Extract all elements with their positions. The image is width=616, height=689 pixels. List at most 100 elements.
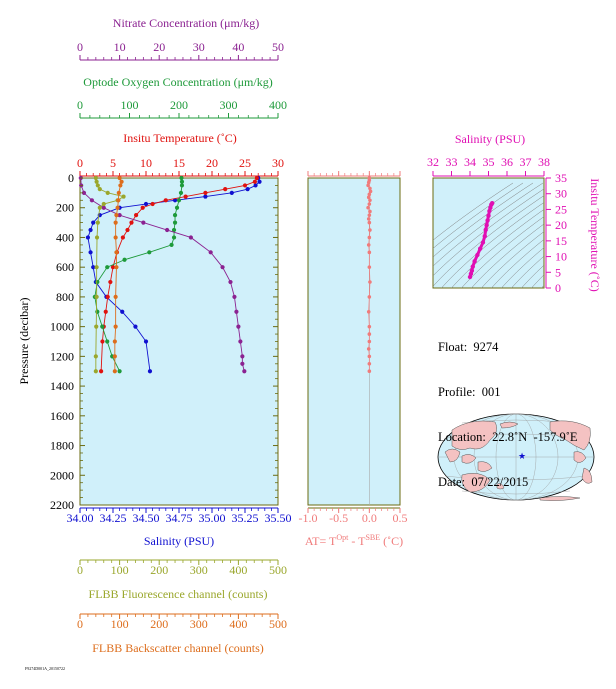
temperature-tick-label: 0 xyxy=(77,156,83,170)
oxygen-point xyxy=(179,175,184,181)
dt-tick-label: 0.5 xyxy=(393,511,408,525)
dt-point xyxy=(367,235,372,240)
nitrate-tick-label: 20 xyxy=(153,40,165,54)
nitrate-point xyxy=(117,213,122,218)
nitrate-point xyxy=(240,354,245,359)
salinity-tick-label: 34.00 xyxy=(67,511,94,525)
oxygen-point xyxy=(176,198,182,203)
backscatter-tick-label: 200 xyxy=(150,617,168,631)
salinity-point xyxy=(172,198,178,203)
backscatter-point xyxy=(115,205,120,210)
temperature-point xyxy=(100,339,105,344)
ts-point xyxy=(472,259,477,264)
backscatter-tick-label: 500 xyxy=(269,617,287,631)
temperature-tick-label: 20 xyxy=(206,156,218,170)
temperature-tick-label: 30 xyxy=(272,156,284,170)
main-plot-area xyxy=(79,177,279,506)
pressure-tick-label: 800 xyxy=(56,290,74,304)
temperature-point xyxy=(108,279,113,285)
ts-temperature-label: Insitu Temperature (˚C) xyxy=(588,178,602,292)
backscatter-point xyxy=(112,354,117,359)
ts-salinity-tick-label: 35 xyxy=(483,155,495,169)
ts-isopycnal xyxy=(491,239,544,288)
ts-salinity-tick-label: 33 xyxy=(446,155,458,169)
ts-point xyxy=(485,218,490,223)
dt-label-end: (˚C) xyxy=(380,534,403,548)
ts-temp-tick-label: 20 xyxy=(555,218,567,232)
ts-isopycnal xyxy=(531,274,544,288)
salinity-point xyxy=(245,187,250,192)
salinity-point xyxy=(257,179,262,184)
dt-point xyxy=(366,217,371,221)
oxygen-tick-label: 300 xyxy=(220,98,238,112)
ts-point xyxy=(483,227,488,233)
backscatter-point xyxy=(116,190,121,195)
dt-point xyxy=(367,265,372,269)
salinity-point xyxy=(85,235,91,240)
ts-point xyxy=(475,252,480,258)
nitrate-point xyxy=(220,265,225,270)
dt-point xyxy=(367,361,372,366)
dt-point xyxy=(367,202,372,206)
salinity-point xyxy=(133,324,138,329)
ts-salinity-tick-label: 34 xyxy=(464,155,476,169)
ts-isopycnal xyxy=(433,182,534,258)
oxygen-point xyxy=(117,369,122,374)
nitrate-point xyxy=(208,250,213,255)
salinity-point xyxy=(253,183,258,188)
float-info: Float: 9274 Profile: 001 Location: 22.8˚… xyxy=(438,310,578,505)
oxygen-tick-label: 100 xyxy=(121,98,139,112)
oxygen-point xyxy=(179,183,185,188)
dt-point xyxy=(367,324,372,329)
temperature-axis: Insitu Temperature (˚C) 0 5 10 15 20 25 30 xyxy=(77,131,284,177)
fluorescence-point xyxy=(94,265,99,270)
dt-point xyxy=(367,295,372,299)
pressure-tick-label: 1800 xyxy=(50,439,74,453)
pressure-tick-label: 0 xyxy=(68,171,74,185)
backscatter-point xyxy=(113,235,118,240)
ts-isopycnal xyxy=(481,231,544,288)
ts-point xyxy=(477,246,483,251)
dt-point xyxy=(366,195,371,200)
ts-point xyxy=(490,200,495,206)
dt-point xyxy=(368,189,373,194)
fluorescence-point xyxy=(105,190,110,195)
fluorescence-point xyxy=(94,324,99,329)
temperature-tick-label: 25 xyxy=(239,156,251,170)
fluorescence-axis-label: FLBB Fluorescence channel (counts) xyxy=(89,587,268,601)
dt-point xyxy=(368,198,372,203)
nitrate-axis: Nitrate Concentration (μm/kg) 0 10 20 30 40 5… xyxy=(77,16,284,61)
salinity-tick-label: 35.25 xyxy=(232,511,259,525)
dt-point xyxy=(368,228,372,232)
oxygen-tick-label: 400 xyxy=(269,98,287,112)
fluorescence-point xyxy=(94,235,100,240)
ts-temp-tick-label: 30 xyxy=(555,187,567,201)
dt-tick-label: -0.5 xyxy=(329,511,348,525)
backscatter-point xyxy=(113,324,118,329)
pressure-tick-label: 1600 xyxy=(50,409,74,423)
nitrate-tick-label: 30 xyxy=(193,40,205,54)
fluorescence-tick-label: 200 xyxy=(150,563,168,577)
oxygen-point xyxy=(171,227,177,233)
backscatter-axis-label: FLBB Backscatter channel (counts) xyxy=(92,641,264,655)
oxygen-axis-label: Optode Oxygen Concentration (μm/kg) xyxy=(83,75,272,89)
ts-isopycnal xyxy=(501,247,544,288)
backscatter-point xyxy=(112,369,117,374)
backscatter-point xyxy=(114,265,119,270)
backscatter-point xyxy=(116,198,121,203)
nitrate-point xyxy=(238,339,243,344)
pressure-tick-label: 1000 xyxy=(50,320,74,334)
ts-isopycnal xyxy=(511,255,544,288)
footer-id: F9274D001A_20150722 xyxy=(25,666,66,671)
ts-point xyxy=(469,268,475,273)
ts-isopycnal xyxy=(461,216,544,288)
nitrate-point xyxy=(81,190,87,195)
fluorescence-point xyxy=(97,187,102,192)
oxygen-point xyxy=(169,242,174,247)
backscatter-tick-label: 400 xyxy=(229,617,247,631)
fluorescence-point xyxy=(97,205,102,210)
nitrate-point xyxy=(242,369,247,374)
temperature-point xyxy=(203,190,208,195)
ts-isopycnal xyxy=(433,182,524,249)
fluorescence-point xyxy=(93,354,98,359)
